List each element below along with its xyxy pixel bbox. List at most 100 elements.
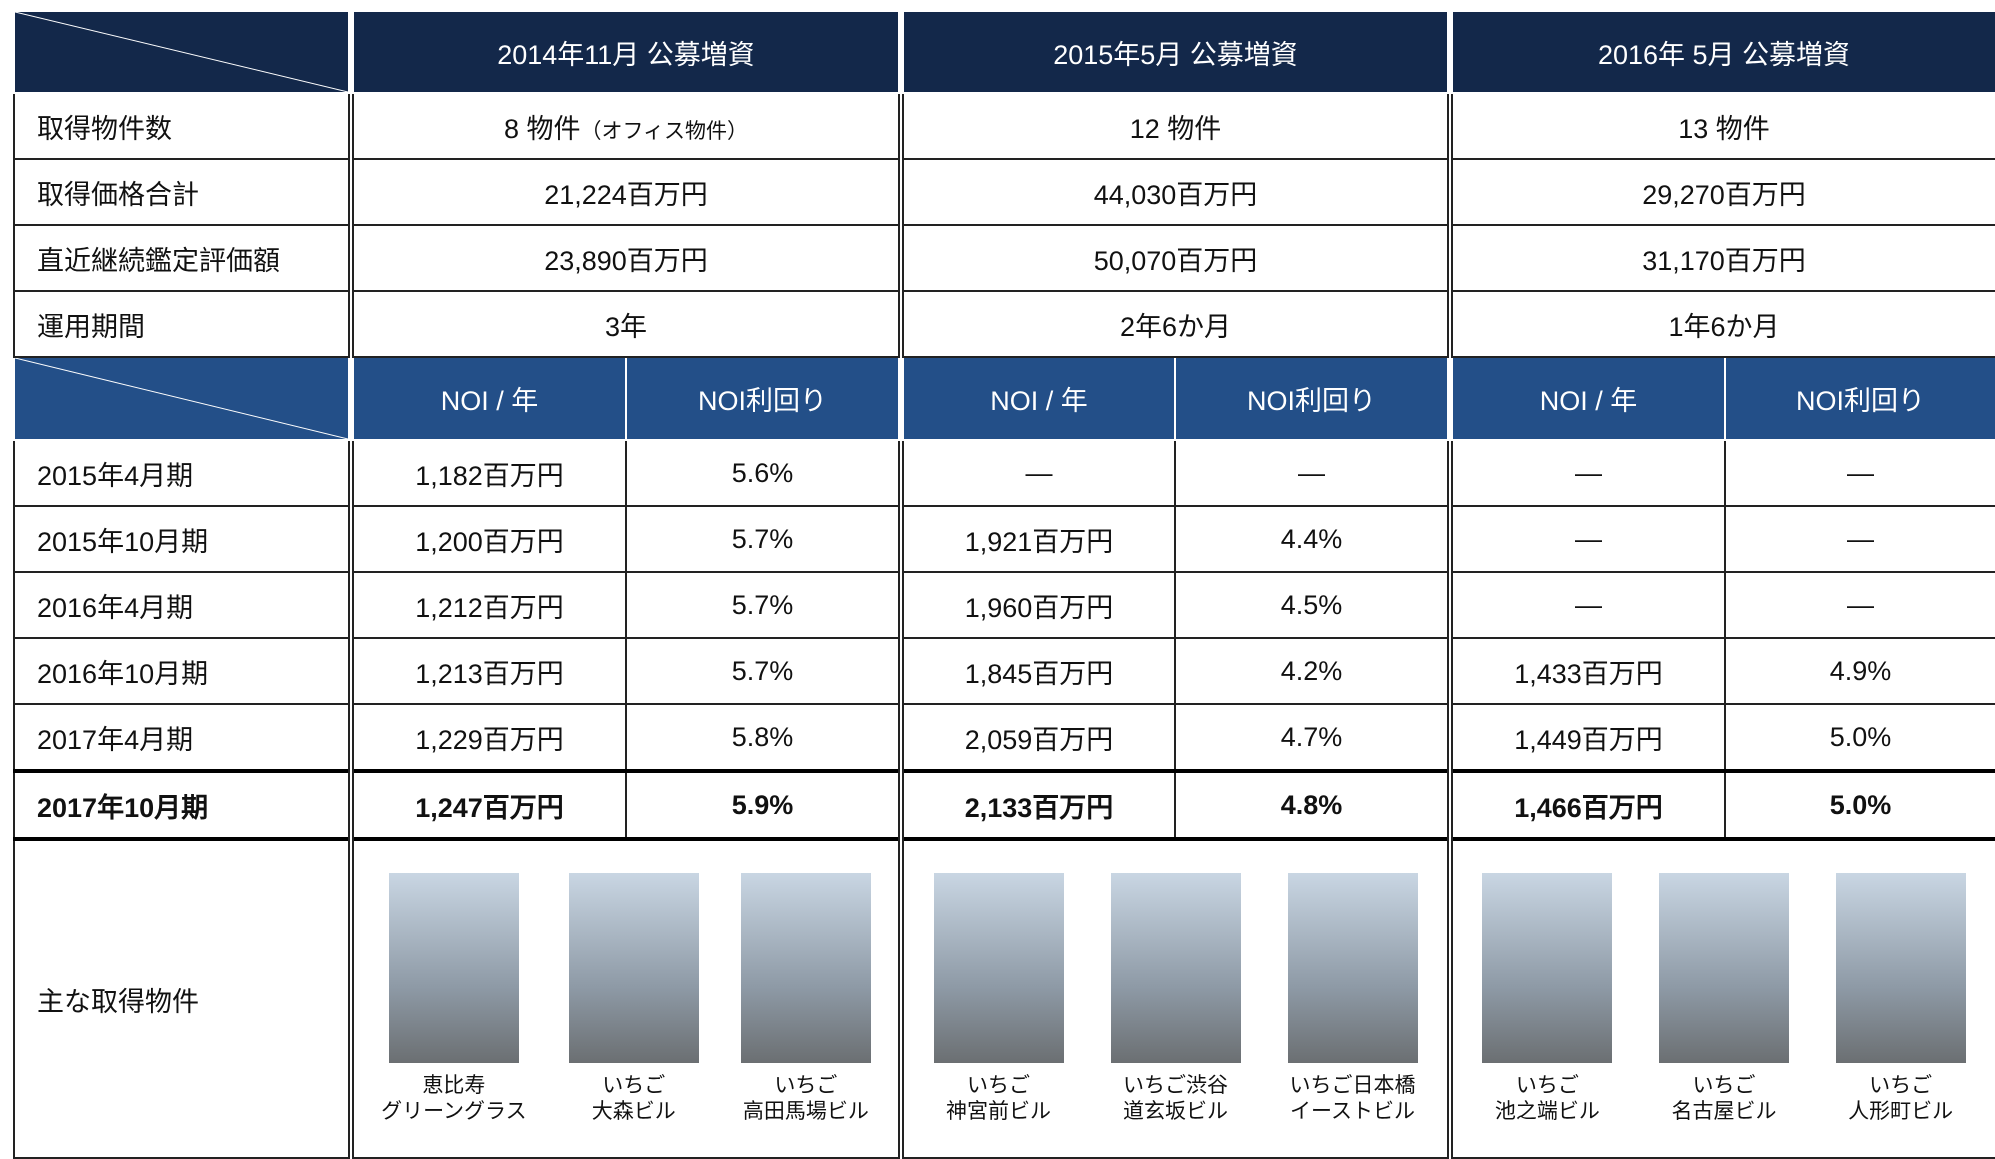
text: 1,229百万円 xyxy=(415,724,564,755)
property: 恵比寿 グリーングラス xyxy=(381,873,527,1125)
photos: いちご 神宮前ビル いちご渋谷 道玄坂ビル いちご日本橋 イーストビル xyxy=(904,873,1447,1125)
table: 2014年11月 公募増資 2015年5月 公募増資 2016年 5月 公募増資 取得… xyxy=(13,10,1995,1159)
noi-cell: 5.6% xyxy=(624,439,903,507)
diagonal xyxy=(15,358,348,439)
photos: いちご 池之端ビル いちご 名古屋ビル いちご 人形町ビル xyxy=(1453,873,1995,1125)
properties-row: 主な取得物件 恵比寿 グリーングラス いちご 大森ビル いちご 高田馬場ビル いちご 神宮前ビル… xyxy=(13,838,1995,1159)
noi-cell: 4.5% xyxy=(1174,571,1452,639)
noi-cell: 5.7% xyxy=(624,637,903,705)
text: 29,270百万円 xyxy=(1642,179,1806,210)
row-label: 2015年10月期 xyxy=(13,505,352,573)
noi-cell: 1,200百万円 xyxy=(348,505,627,573)
noi-cell: 1,921百万円 xyxy=(898,505,1177,573)
summary-cell: 50,070百万円 xyxy=(898,224,1452,292)
text: 3年 xyxy=(604,311,648,342)
text: 道玄坂ビル xyxy=(1123,1100,1229,1123)
noi-cell: 5.7% xyxy=(624,505,903,573)
diagonal xyxy=(15,12,348,92)
text: 4.2% xyxy=(1280,655,1343,686)
noi-cell: 1,229百万円 xyxy=(348,703,627,772)
noi-cell: 5.7% xyxy=(624,571,903,639)
text: 主な取得物件 xyxy=(37,986,199,1017)
text: いちご xyxy=(967,1074,1031,1097)
summary-cell: 31,170百万円 xyxy=(1447,224,1995,292)
noi-cell: 4.7% xyxy=(1174,703,1452,772)
noi-row: 2015年10月期 1,200百万円 5.7% 1,921百万円 4.4% — — xyxy=(13,505,1995,573)
text: 50,070百万円 xyxy=(1093,245,1258,276)
text: いちご xyxy=(1869,1074,1933,1097)
text: 1,247百万円 xyxy=(415,792,564,823)
subheader-cell: NOI / 年 xyxy=(348,356,627,441)
text: グリーングラス xyxy=(381,1100,527,1123)
header-cell: 2015年5月 公募増資 xyxy=(898,10,1452,94)
noi-cell: — xyxy=(1724,571,1995,639)
noi-cell: 1,449百万円 xyxy=(1447,703,1727,772)
photos: 恵比寿 グリーングラス いちご 大森ビル いちご 高田馬場ビル xyxy=(354,873,898,1125)
summary-cell: 23,890百万円 xyxy=(347,224,903,292)
text: 1,433百万円 xyxy=(1514,658,1663,689)
noi-cell: — xyxy=(1447,439,1727,507)
noi-cell: 2,133百万円 xyxy=(898,769,1177,841)
text: 5.7% xyxy=(731,655,794,686)
subheader-row: NOI / 年 NOI利回り NOI / 年 NOI利回り NOI / 年 NOI利回り xyxy=(13,356,1995,441)
property: いちご 神宮前ビル xyxy=(933,873,1064,1125)
text: 2年6か月 xyxy=(1119,311,1232,342)
noi-cell: — xyxy=(1447,571,1727,639)
text: — xyxy=(1847,523,1875,554)
noi-cell: 1,212百万円 xyxy=(348,571,627,639)
photo xyxy=(388,873,519,1063)
row-label: 2016年4月期 xyxy=(13,571,352,639)
text: 1,466百万円 xyxy=(1514,792,1663,823)
text: 5.9% xyxy=(731,789,794,820)
text: — xyxy=(1575,589,1603,620)
summary-cell: 8 物件（オフィス物件） xyxy=(347,92,903,160)
subheader-cell: NOI利回り xyxy=(1724,356,1995,441)
photo xyxy=(1482,873,1613,1063)
photo xyxy=(1659,873,1789,1063)
text: 13 物件 xyxy=(1678,113,1770,144)
summary-cell: 3年 xyxy=(347,290,903,358)
table-wrap: 2014年11月 公募増資 2015年5月 公募増資 2016年 5月 公募増資 取得… xyxy=(13,10,1995,1159)
text: 5.6% xyxy=(731,457,794,488)
text: 2016年 5月 公募増資 xyxy=(1597,39,1851,70)
text: NOI / 年 xyxy=(440,386,539,416)
text: 5.0% xyxy=(1829,789,1892,820)
row-label: 取得価格合計 xyxy=(13,158,352,226)
noi-cell: 1,247百万円 xyxy=(348,769,627,841)
summary-row: 取得物件数 8 物件（オフィス物件） 12 物件 13 物件 xyxy=(13,92,1995,160)
text: NOI利回り xyxy=(698,386,828,416)
text: 1,200百万円 xyxy=(415,526,564,557)
subheader-cell: NOI / 年 xyxy=(898,356,1177,441)
text: 大森ビル xyxy=(591,1100,676,1123)
summary-cell: 29,270百万円 xyxy=(1447,158,1995,226)
text: NOI利回り xyxy=(1247,386,1377,416)
noi-cell: 5.9% xyxy=(624,769,903,841)
noi-cell: 1,960百万円 xyxy=(898,571,1177,639)
photo xyxy=(1287,873,1418,1063)
noi-row: 2017年10月期 1,247百万円 5.9% 2,133百万円 4.8% 1,466百万… xyxy=(13,769,1995,841)
noi-row: 2017年4月期 1,229百万円 5.8% 2,059百万円 4.7% 1,449百万円… xyxy=(13,703,1995,772)
text: いちご xyxy=(602,1074,666,1097)
text: — xyxy=(1575,523,1603,554)
summary-cell: 44,030百万円 xyxy=(898,158,1452,226)
property: いちご 池之端ビル xyxy=(1482,873,1613,1125)
photo xyxy=(1835,873,1966,1063)
text: 2015年10月期 xyxy=(37,526,209,557)
property: いちご 人形町ビル xyxy=(1835,873,1966,1125)
noi-cell: 1,182百万円 xyxy=(348,439,627,507)
text: いちご渋谷 xyxy=(1123,1074,1229,1097)
noi-cell: 1,466百万円 xyxy=(1447,769,1727,841)
summary-cell: 21,224百万円 xyxy=(347,158,903,226)
text: 2017年4月期 xyxy=(37,724,194,755)
noi-cell: — xyxy=(1724,505,1995,573)
row-label: 取得物件数 xyxy=(13,92,352,160)
text: 2015年4月期 xyxy=(37,460,194,491)
text: 運用期間 xyxy=(37,311,145,342)
row-label: 運用期間 xyxy=(13,290,352,358)
text: NOI利回り xyxy=(1796,386,1926,416)
properties-cell: いちご 池之端ビル いちご 名古屋ビル いちご 人形町ビル xyxy=(1447,838,1995,1159)
text: 1,960百万円 xyxy=(964,592,1114,623)
text: 1,212百万円 xyxy=(415,592,564,623)
photo xyxy=(568,873,699,1063)
text: 4.9% xyxy=(1829,655,1892,686)
